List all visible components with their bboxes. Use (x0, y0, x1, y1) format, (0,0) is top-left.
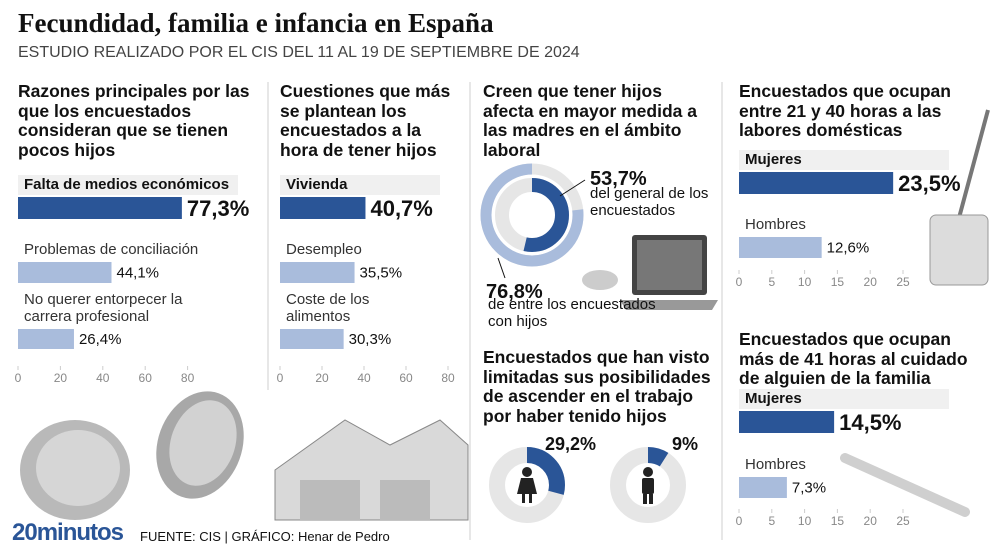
x-tick-label: 80 (441, 371, 455, 385)
source: FUENTE: CIS | GRÁFICO: Henar de Pedro (140, 529, 390, 544)
coins-illustration (20, 391, 244, 520)
house-illustration (274, 419, 469, 521)
bar (280, 329, 344, 349)
x-tick-label: 60 (399, 371, 413, 385)
bar-label: Hombres (745, 456, 806, 473)
panel-title: Encuestados que han visto limitadas sus … (483, 347, 711, 426)
x-tick-label: 20 (864, 275, 878, 289)
value-label: 14,5% (839, 410, 901, 435)
laptop-illustration (582, 235, 718, 310)
value-label: 23,5% (898, 171, 960, 196)
bar (739, 237, 822, 258)
logo: 20minutos (12, 519, 124, 546)
value-label: 12,6% (827, 240, 870, 257)
bar-label: Mujeres (745, 390, 802, 407)
x-tick-label: 15 (831, 275, 845, 289)
bar (739, 477, 787, 498)
x-tick-label: 0 (277, 371, 284, 385)
x-tick-label: 20 (315, 371, 329, 385)
bucket-illustration (929, 109, 990, 286)
x-tick-label: 40 (96, 371, 110, 385)
x-tick-label: 5 (768, 514, 775, 528)
donut-arc (489, 447, 565, 523)
value-label: 44,1% (116, 265, 159, 282)
panel-title: Encuestados que ocupan más de 41 horas a… (739, 329, 968, 389)
bar-label: Vivienda (286, 176, 348, 193)
value-label: 76,8% (486, 281, 543, 303)
label-band (739, 150, 949, 170)
title: Fecundidad, familia e infancia en España (18, 8, 494, 38)
bar-label: Mujeres (745, 151, 802, 168)
x-tick-label: 0 (15, 371, 22, 385)
bar-label: No querer entorpecer la carrera profesio… (24, 291, 183, 325)
x-tick-label: 40 (357, 371, 371, 385)
x-tick-label: 80 (181, 371, 195, 385)
x-tick-label: 20 (54, 371, 68, 385)
thermometer-illustration (840, 453, 970, 517)
bar (18, 329, 74, 349)
bar (739, 172, 894, 194)
bar (18, 197, 182, 219)
x-tick-label: 10 (798, 275, 812, 289)
bar-label: Falta de medios económicos (24, 176, 230, 193)
donut-caption: del general de los encuestados (590, 185, 709, 219)
x-tick-label: 5 (768, 275, 775, 289)
donut-caption: de entre los encuestados con hijos (488, 296, 656, 330)
bar-label: Desempleo (286, 241, 362, 258)
value-label: 7,3% (792, 480, 826, 497)
pointer (497, 257, 506, 279)
x-tick-label: 10 (798, 514, 812, 528)
panel-title: Encuestados que ocupan entre 21 y 40 hor… (739, 81, 951, 141)
label-band (18, 175, 238, 195)
label-band (280, 175, 440, 195)
bar (280, 262, 355, 283)
x-tick-label: 20 (864, 514, 878, 528)
donut-arc (480, 163, 584, 267)
panel-title: Razones principales por las que los encu… (18, 81, 250, 160)
value-label: 9% (672, 434, 698, 454)
x-tick-label: 15 (831, 514, 845, 528)
x-tick-label: 0 (736, 275, 743, 289)
donut-arc (495, 178, 569, 252)
value-label: 53,7% (590, 168, 647, 190)
value-label: 29,2% (545, 434, 596, 454)
pointer (559, 179, 586, 197)
value-label: 40,7% (370, 196, 432, 221)
bar (280, 197, 366, 219)
subtitle: ESTUDIO REALIZADO POR EL CIS DEL 11 AL 1… (18, 44, 580, 61)
bar-label: Hombres (745, 216, 806, 233)
value-label: 30,3% (349, 331, 392, 348)
x-tick-label: 25 (896, 275, 910, 289)
value-label: 35,5% (360, 265, 403, 282)
panel-title: Cuestiones que más se plantean los encue… (280, 81, 451, 160)
value-label: 77,3% (187, 196, 249, 221)
bar-label: Coste de los alimentos (286, 291, 370, 325)
bar (18, 262, 112, 283)
donut-arc (610, 447, 686, 523)
panel-title: Creen que tener hijos afecta en mayor me… (483, 81, 697, 160)
value-label: 26,4% (79, 331, 122, 348)
person-icons (517, 467, 654, 504)
separators (267, 82, 723, 540)
bar-label: Problemas de conciliación (24, 241, 199, 258)
label-band (739, 389, 949, 409)
x-tick-label: 0 (736, 514, 743, 528)
bar (739, 411, 835, 433)
x-tick-label: 60 (139, 371, 153, 385)
x-tick-label: 25 (896, 514, 910, 528)
